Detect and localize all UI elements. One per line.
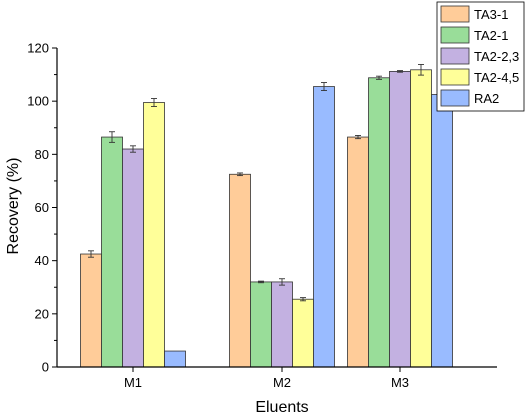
x-tick-label: M2 [273,375,291,390]
bar-M3-TA2-1 [368,77,390,368]
bar-M1-TA2-2,3 [122,148,144,368]
error-bar-M1-TA2-2,3 [130,145,136,153]
error-bar-M3-TA2-4,5 [418,64,424,76]
y-tick-label: 0 [42,360,49,375]
error-bar-M1-TA3-1 [88,250,94,258]
error-bars-layer [88,64,445,302]
legend-swatch-TA2-2,3 [440,47,470,65]
x-tick-label: M3 [391,375,409,390]
error-bar-M2-TA2-1 [258,280,264,284]
error-bar-M3-TA2-2,3 [397,70,403,73]
y-tick-label: 60 [35,200,49,215]
legend-swatch-RA2 [440,89,470,107]
bar-M1-TA2-4,5 [143,102,165,368]
legend-swatch-TA2-1 [440,26,470,44]
legend-label-TA2-2,3: TA2-2,3 [474,49,519,64]
bars-layer [80,69,453,368]
error-bar-M2-TA2-4,5 [300,297,306,302]
bar-M3-RA2 [431,94,453,368]
bar-M3-TA2-4,5 [410,69,432,368]
x-axis-title: Eluents [255,399,308,416]
bar-M2-TA2-4,5 [292,298,314,368]
y-axis-title: Recovery (%) [5,158,22,255]
legend-label-TA2-1: TA2-1 [474,28,508,43]
legend-swatch-TA2-4,5 [440,68,470,86]
legend-swatch-TA3-1 [440,5,470,23]
bar-M2-TA2-2,3 [271,281,293,368]
error-bar-M2-RA2 [321,82,327,91]
ticks-layer: 0 20 40 60 80 100 120 M1 M2 M3 [27,41,409,391]
bar-M2-RA2 [313,86,335,368]
y-tick-label: 40 [35,253,49,268]
bar-M2-TA2-1 [250,281,272,368]
legend-label-TA3-1: TA3-1 [474,7,508,22]
error-bar-M2-TA2-2,3 [279,278,285,286]
legend-label-TA2-4,5: TA2-4,5 [474,70,519,85]
y-tick-label: 120 [27,41,49,56]
error-bar-M1-TA2-1 [109,131,115,143]
legend-label-RA2: RA2 [474,91,499,106]
bar-M3-TA3-1 [347,136,369,368]
error-bar-M3-TA2-1 [376,75,382,80]
bar-M1-RA2 [164,350,186,368]
bar-M1-TA2-1 [101,136,123,368]
bar-M3-TA2-2,3 [389,70,411,368]
bar-M2-TA3-1 [229,173,251,368]
y-tick-label: 80 [35,147,49,162]
x-tick-label: M1 [124,375,142,390]
legend: TA3-1 TA2-1 TA2-2,3 TA2-4,5 RA2 [436,1,525,112]
error-bar-M2-TA3-1 [237,172,243,177]
error-bar-M3-TA3-1 [355,135,361,140]
y-tick-label: 100 [27,94,49,109]
y-tick-label: 20 [35,306,49,321]
bar-M1-TA3-1 [80,253,102,368]
error-bar-M1-TA2-4,5 [151,98,157,107]
